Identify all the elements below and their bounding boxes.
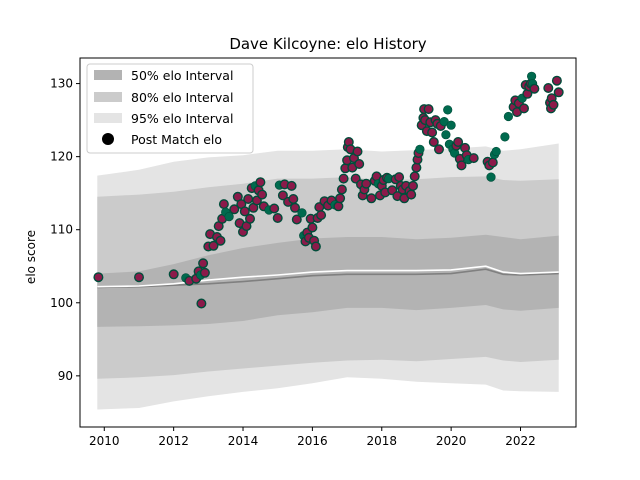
y-tick-label: 120 — [50, 150, 73, 164]
legend-label-95: 95% elo Interval — [131, 111, 233, 126]
x-tick-label: 2020 — [436, 434, 467, 448]
data-point — [286, 180, 297, 191]
data-point — [468, 153, 479, 164]
data-point — [453, 136, 464, 147]
x-tick-label: 2012 — [158, 434, 189, 448]
data-point — [406, 189, 417, 200]
data-point — [257, 189, 268, 200]
data-point — [290, 202, 301, 213]
data-point — [196, 298, 207, 309]
legend-box — [86, 63, 254, 154]
legend-label-80: 80% elo Interval — [131, 90, 233, 105]
median-line — [97, 268, 559, 289]
y-tick-label: 100 — [50, 296, 73, 310]
y-tick-label: 110 — [50, 223, 73, 237]
data-point — [208, 240, 219, 251]
data-point — [456, 160, 467, 171]
data-point — [519, 103, 530, 114]
data-point — [543, 82, 554, 93]
data-point — [409, 171, 420, 182]
data-point — [529, 83, 540, 94]
data-point — [269, 203, 280, 214]
y-axis-label: elo score — [24, 230, 38, 284]
data-point — [336, 184, 347, 195]
data-point — [443, 105, 453, 115]
data-point — [316, 210, 327, 221]
data-point — [354, 158, 365, 169]
legend-marker-post-match — [102, 133, 114, 145]
data-point — [553, 87, 564, 98]
data-point — [551, 75, 562, 86]
data-point — [361, 178, 372, 189]
data-point — [288, 193, 299, 204]
data-point — [133, 272, 144, 283]
y-tick-label: 90 — [58, 369, 73, 383]
data-point — [411, 162, 422, 173]
data-point — [408, 180, 419, 191]
data-point — [394, 172, 405, 183]
x-tick-label: 2010 — [89, 434, 120, 448]
legend-swatch-80 — [94, 92, 122, 102]
data-point — [229, 204, 240, 215]
data-point — [366, 193, 377, 204]
data-point — [486, 172, 496, 182]
chart-title: Dave Kilcoyne: elo History — [229, 35, 426, 53]
legend-label-post-match: Post Match elo — [131, 132, 222, 147]
data-point — [198, 258, 209, 269]
plot-frame — [79, 57, 577, 428]
data-point — [199, 267, 210, 278]
data-point — [218, 199, 229, 210]
data-point — [244, 213, 255, 224]
legend-label-50: 50% elo Interval — [131, 68, 233, 83]
data-point — [239, 206, 250, 217]
x-tick-label: 2014 — [228, 434, 259, 448]
x-tick-label: 2022 — [505, 434, 536, 448]
data-point — [243, 193, 254, 204]
match-points — [93, 71, 564, 309]
data-point — [333, 201, 344, 212]
data-point — [428, 136, 439, 147]
data-point — [423, 104, 434, 115]
data-point — [310, 241, 321, 252]
x-axis-ticks: 2010 2012 2014 2016 2018 2020 2022 — [89, 427, 536, 448]
data-point — [415, 144, 425, 154]
data-point — [338, 173, 349, 184]
data-point — [168, 269, 179, 280]
legend: 50% elo Interval 80% elo Interval 95% el… — [86, 63, 254, 154]
data-point — [441, 130, 451, 140]
data-point — [500, 132, 510, 142]
interval-bands — [97, 143, 559, 410]
legend-swatch-50 — [94, 70, 122, 80]
x-tick-label: 2016 — [297, 434, 328, 448]
data-point — [491, 146, 501, 157]
data-point — [307, 222, 318, 233]
data-point — [446, 120, 456, 130]
data-point — [224, 212, 234, 222]
data-point — [548, 99, 559, 110]
data-point — [255, 177, 266, 188]
data-point — [93, 272, 104, 283]
data-point — [352, 146, 363, 157]
data-point — [277, 190, 288, 201]
data-point — [335, 193, 346, 204]
data-point — [487, 157, 498, 168]
data-point — [297, 208, 307, 218]
data-point — [215, 235, 226, 246]
data-point — [272, 212, 283, 223]
data-point — [427, 127, 438, 138]
legend-swatch-95 — [94, 113, 122, 123]
y-tick-label: 130 — [50, 77, 73, 91]
x-tick-label: 2018 — [366, 434, 397, 448]
data-point — [434, 144, 445, 155]
y-axis-ticks: 90 100 110 120 130 — [50, 77, 80, 383]
data-point — [291, 214, 302, 225]
band-50 — [97, 234, 559, 327]
data-point — [503, 111, 514, 122]
